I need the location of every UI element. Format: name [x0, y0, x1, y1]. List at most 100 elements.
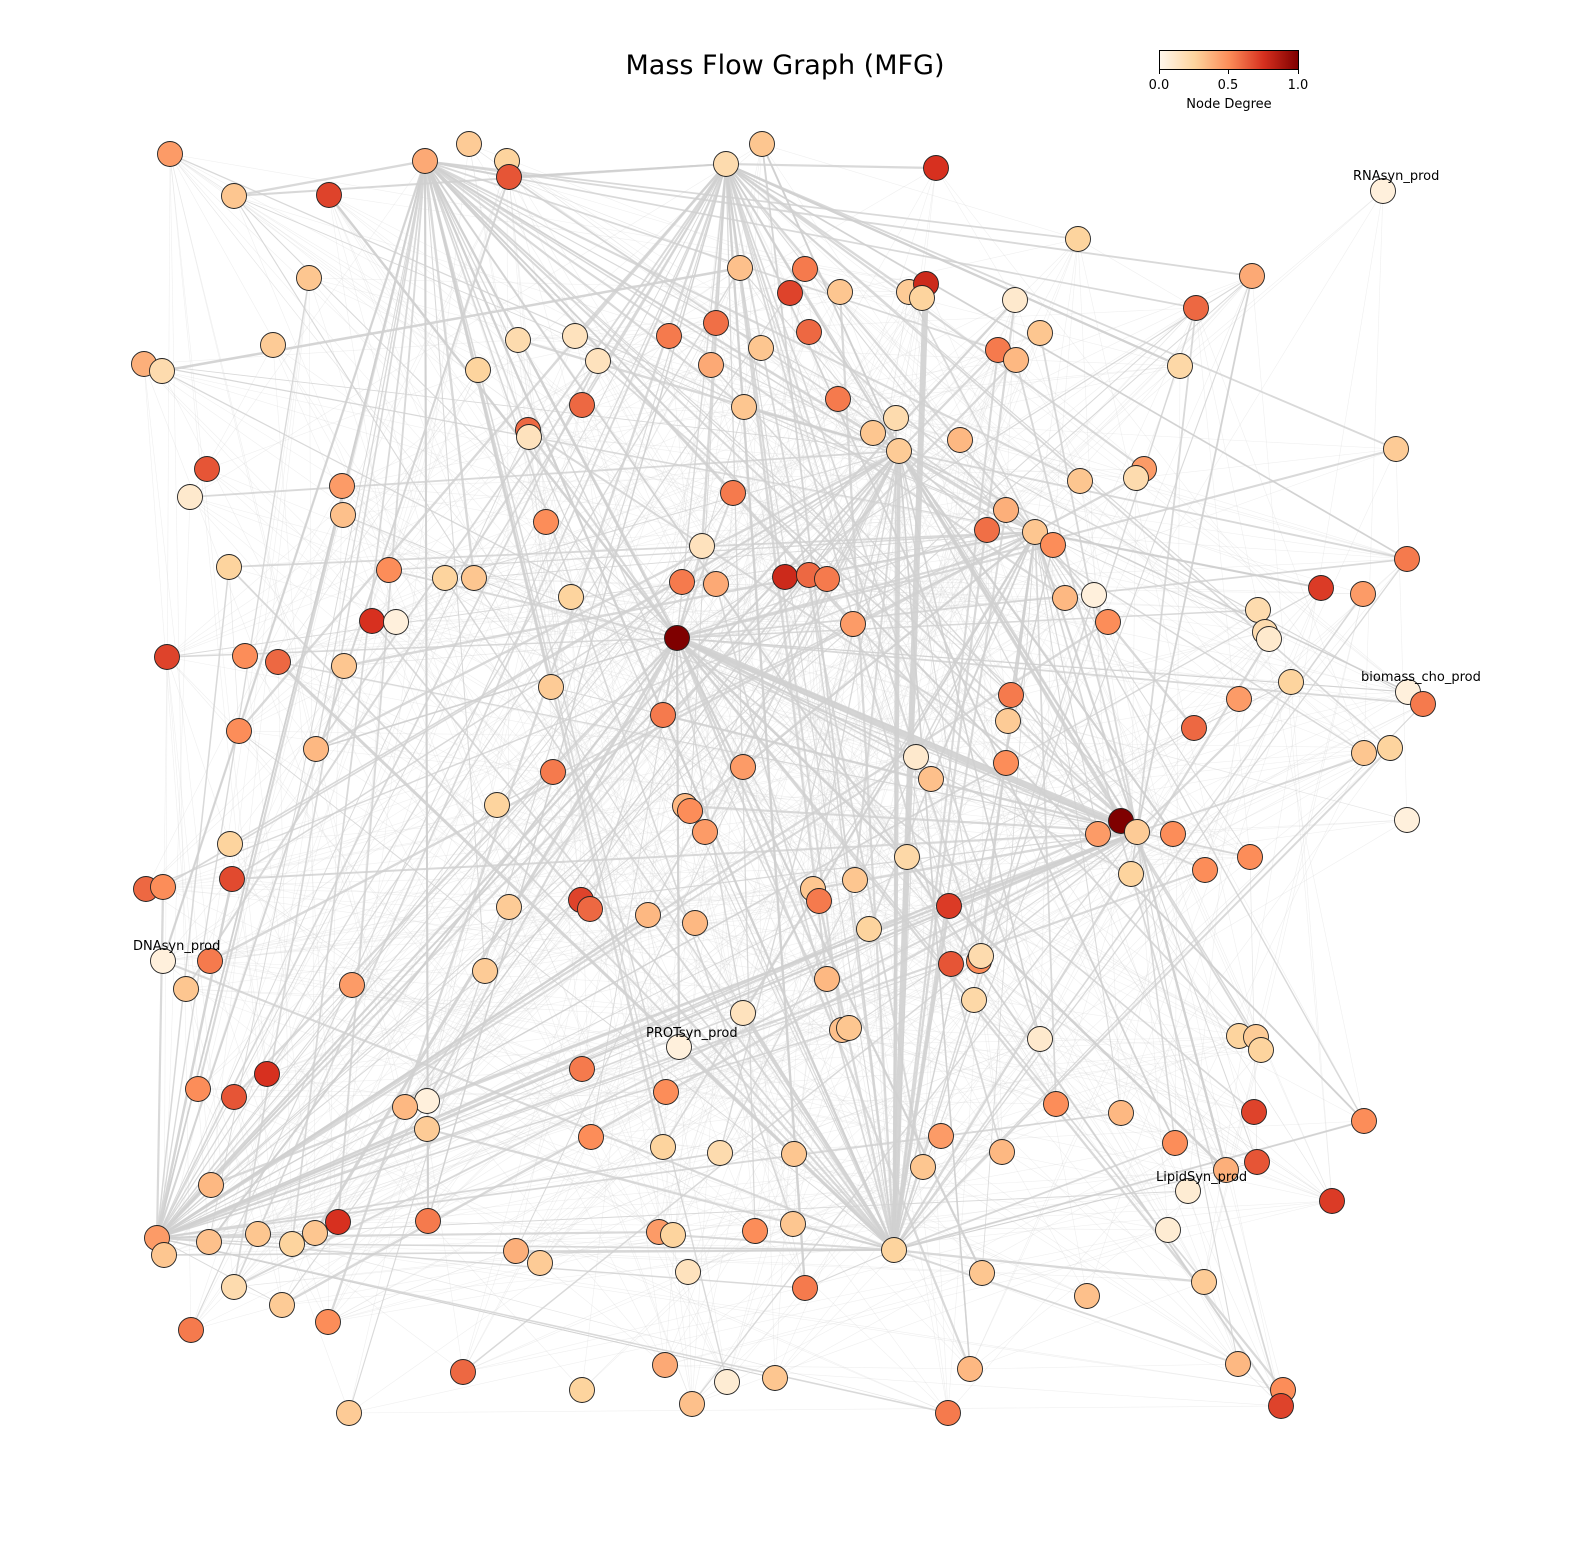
mass-flow-edge	[342, 439, 961, 516]
graph-node	[836, 1015, 862, 1041]
mass-flow-edge	[266, 364, 712, 1075]
mass-flow-edge	[676, 543, 1054, 640]
mass-flow-edge	[774, 1111, 1255, 1379]
mass-flow-edge	[341, 485, 1408, 560]
mass-flow-edge	[898, 450, 988, 531]
mass-flow-edge	[473, 577, 1240, 1037]
mass-flow-edge	[233, 159, 426, 198]
graph-node	[1410, 691, 1436, 717]
mass-flow-edge	[1136, 747, 1391, 833]
mass-flow-edge	[327, 275, 1253, 1323]
mass-flow-edge	[893, 1248, 1205, 1284]
graph-node	[918, 766, 944, 792]
graph-node	[903, 744, 929, 770]
mass-flow-edge	[314, 703, 1424, 1234]
mass-flow-edge	[1136, 681, 1292, 833]
mass-flow-edge	[590, 238, 1079, 1138]
mass-flow-edge	[257, 1233, 949, 1414]
mass-flow-edge	[761, 143, 895, 1251]
mass-flow-edge	[156, 277, 310, 1239]
mass-flow-edge	[893, 703, 1424, 1251]
node-layer	[131, 131, 1436, 1426]
mass-flow-edge	[935, 167, 1016, 301]
mass-flow-edge	[754, 1200, 1333, 1232]
graph-node	[1074, 1283, 1100, 1309]
mass-flow-edge	[868, 928, 895, 1251]
mass-flow-edge	[898, 450, 1408, 560]
mass-flow-edge	[424, 160, 1079, 240]
mass-flow-edge	[506, 160, 874, 434]
mass-flow-edge	[233, 160, 426, 1288]
graph-node	[714, 1369, 740, 1395]
graph-node	[1237, 844, 1263, 870]
mass-flow-edge	[166, 143, 763, 658]
graph-node	[296, 265, 322, 291]
mass-flow-edge	[231, 878, 696, 924]
mass-flow-edge	[969, 1363, 1239, 1370]
graph-node	[1085, 821, 1111, 847]
mass-flow-edge	[725, 163, 982, 957]
mass-flow-edge	[1039, 332, 1138, 833]
graph-node	[703, 310, 729, 336]
mass-flow-edge	[229, 843, 666, 1366]
mass-flow-edge	[898, 450, 1239, 1365]
graph-node	[669, 569, 695, 595]
graph-node	[315, 1309, 341, 1335]
colorbar	[1159, 50, 1299, 70]
graph-node	[936, 893, 962, 919]
mass-flow-edge	[854, 879, 949, 1414]
mass-flow-edge	[725, 163, 910, 293]
mass-flow-edge	[424, 160, 1365, 1122]
mass-flow-edge	[233, 1136, 592, 1288]
graph-node	[1239, 263, 1265, 289]
mass-flow-edge	[893, 1169, 1227, 1251]
mass-flow-edge	[233, 195, 530, 438]
mass-flow-edge	[515, 762, 1007, 1252]
label-lipidsyn-prod: LipidSyn_prod	[1156, 1170, 1247, 1185]
mass-flow-edge	[1039, 1038, 1169, 1231]
colorbar-tick-1: 0.5	[1217, 78, 1239, 93]
mass-flow-edge	[190, 747, 1391, 1331]
mass-flow-edge	[337, 143, 470, 1223]
mass-flow-edge	[725, 162, 937, 170]
mass-flow-edge	[343, 581, 683, 667]
graph-node	[219, 866, 245, 892]
graph-node	[1394, 546, 1420, 572]
mass-flow-edge	[508, 176, 923, 299]
mass-flow-edge	[804, 268, 1391, 749]
mass-flow-edge	[424, 160, 1197, 309]
mass-flow-edge	[664, 1229, 1169, 1366]
mass-flow-edge	[792, 1223, 895, 1251]
mass-flow-edge	[978, 691, 1409, 962]
mass-flow-edge	[1015, 359, 1409, 693]
graph-node	[221, 1084, 247, 1110]
mass-flow-edge	[1136, 307, 1197, 833]
mass-flow-edge	[980, 955, 1333, 1202]
graph-node	[585, 348, 611, 374]
mass-flow-edge	[837, 398, 1408, 560]
mass-flow-edge	[893, 275, 1253, 1251]
mass-flow-edge	[233, 163, 727, 1288]
mass-flow-edge	[229, 597, 1066, 845]
mass-flow-edge	[257, 1233, 1284, 1391]
mass-flow-edge	[527, 429, 1424, 705]
mass-flow-edge	[308, 277, 870, 930]
mass-flow-edge	[590, 963, 952, 1138]
graph-node	[279, 1231, 305, 1257]
graph-node	[660, 1222, 686, 1248]
graph-node	[265, 649, 291, 675]
mass-flow-edge	[1135, 831, 1228, 1171]
mass-flow-edge	[231, 804, 498, 880]
mass-flow-edge	[950, 558, 1408, 965]
mass-flow-edge	[291, 1243, 983, 1274]
graph-node	[1394, 807, 1420, 833]
mass-flow-edge	[233, 492, 734, 1288]
mass-flow-edge	[238, 730, 895, 1251]
mass-flow-edge	[1034, 531, 1365, 1122]
mass-flow-edge	[189, 496, 680, 1048]
mass-flow-edge	[281, 1142, 1176, 1306]
mass-flow-edge	[898, 450, 949, 1414]
graph-node	[226, 718, 252, 744]
mass-flow-edge	[1363, 190, 1384, 754]
